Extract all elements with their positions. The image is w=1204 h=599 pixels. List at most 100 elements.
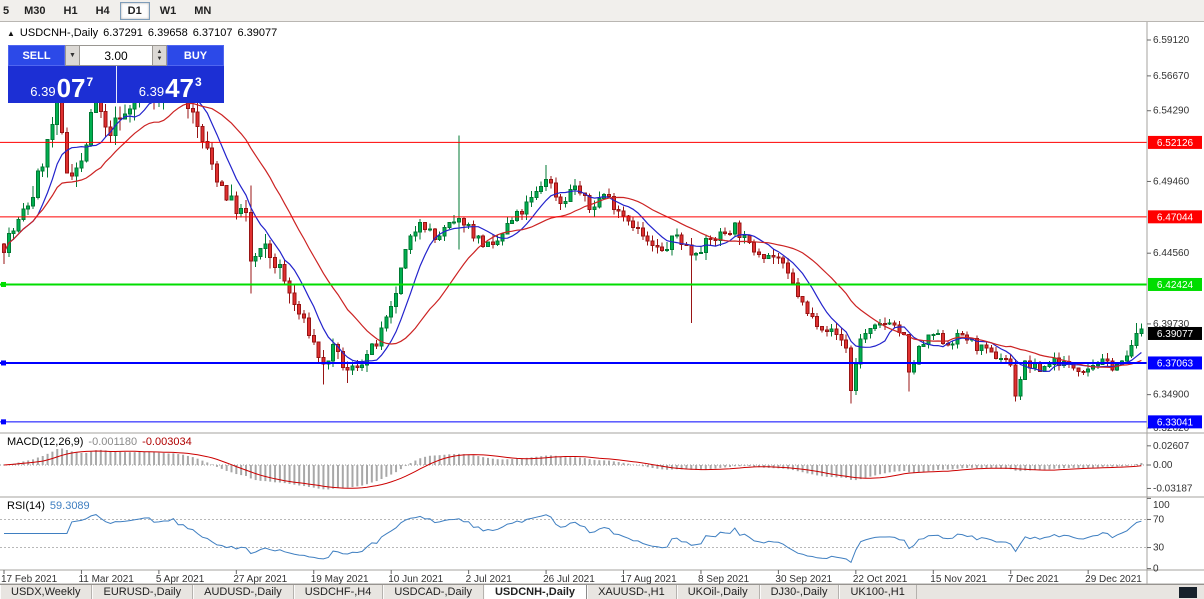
volume-step-up-icon[interactable]: ▲ bbox=[156, 48, 163, 55]
rsi-name: RSI(14) bbox=[7, 500, 45, 512]
svg-text:6.47044: 6.47044 bbox=[1157, 212, 1194, 223]
line-handle[interactable] bbox=[1, 281, 6, 287]
volume-input[interactable]: 3.00 bbox=[80, 45, 152, 66]
volume-stepper[interactable]: ▲ ▼ bbox=[152, 45, 167, 66]
price-badge[interactable]: 6.42424 bbox=[1148, 277, 1202, 291]
rsi-line bbox=[4, 514, 1142, 564]
one-click-trading-panel: SELL ▼ 3.00 ▲ ▼ BUY 6.39 07 7 6.39 47 3 bbox=[8, 45, 224, 103]
macd-signal-value: -0.003034 bbox=[142, 436, 192, 448]
dark-corner-box bbox=[1179, 586, 1197, 598]
svg-text:15 Nov 2021: 15 Nov 2021 bbox=[930, 574, 987, 585]
chart-tab[interactable]: USDX,Weekly bbox=[0, 585, 93, 599]
price-divider bbox=[115, 66, 117, 103]
price-badge[interactable]: 6.39077 bbox=[1148, 326, 1202, 340]
macd-main-value: -0.001180 bbox=[88, 436, 138, 448]
ma-fast-line bbox=[3, 90, 1142, 373]
time-axis: 17 Feb 2021 11 Mar 2021 5 Apr 2021 27 Apr 2… bbox=[1, 570, 1142, 585]
svg-text:19 May 2021: 19 May 2021 bbox=[311, 574, 369, 585]
chart-tab[interactable]: UKOil-,Daily bbox=[677, 585, 760, 599]
svg-text:0.02607: 0.02607 bbox=[1153, 441, 1190, 452]
svg-text:6.59120: 6.59120 bbox=[1153, 35, 1190, 46]
svg-text:6.42424: 6.42424 bbox=[1157, 280, 1194, 291]
svg-text:6.49460: 6.49460 bbox=[1153, 176, 1190, 187]
svg-text:10 Jun 2021: 10 Jun 2021 bbox=[388, 574, 443, 585]
svg-text:22 Oct 2021: 22 Oct 2021 bbox=[853, 574, 908, 585]
buy-button[interactable]: BUY bbox=[167, 45, 224, 66]
chart-close-value: 6.39077 bbox=[237, 27, 278, 39]
macd-name: MACD(12,26,9) bbox=[7, 436, 84, 448]
svg-text:29 Dec 2021: 29 Dec 2021 bbox=[1085, 574, 1142, 585]
svg-text:6.44560: 6.44560 bbox=[1153, 248, 1190, 259]
chart-high-value: 6.39658 bbox=[147, 27, 188, 39]
svg-text:11 Mar 2021: 11 Mar 2021 bbox=[78, 574, 134, 585]
sell-button[interactable]: SELL bbox=[8, 45, 65, 66]
chart-open-value: 6.37291 bbox=[103, 27, 143, 39]
buy-price-big: 47 bbox=[165, 73, 195, 104]
svg-text:30: 30 bbox=[1153, 543, 1165, 554]
chart-tab[interactable]: EURUSD-,Daily bbox=[92, 585, 194, 599]
chart-tab[interactable]: USDCAD-,Daily bbox=[383, 585, 484, 599]
ma-slow-line bbox=[3, 102, 1142, 369]
svg-text:2 Jul 2021: 2 Jul 2021 bbox=[466, 574, 513, 585]
buy-price-pip: 3 bbox=[195, 75, 202, 89]
svg-text:17 Feb 2021: 17 Feb 2021 bbox=[1, 574, 58, 585]
svg-text:26 Jul 2021: 26 Jul 2021 bbox=[543, 574, 595, 585]
chart-tabs-bar: USDX,Weekly EURUSD-,Daily AUDUSD-,Daily USD… bbox=[0, 584, 1204, 599]
chart-ohlc-title: ▲ USDCNH-,Daily 6.37291 6.39658 6.37107 … bbox=[7, 27, 277, 39]
svg-text:6.54290: 6.54290 bbox=[1153, 106, 1190, 117]
chart-symbol-label: USDCNH-,Daily bbox=[19, 27, 99, 39]
svg-text:100: 100 bbox=[1153, 500, 1170, 511]
timeframe-button-h1[interactable]: H1 bbox=[63, 4, 78, 17]
svg-text:8 Sep 2021: 8 Sep 2021 bbox=[698, 574, 750, 585]
macd-label: MACD(12,26,9) -0.001180 -0.003034 bbox=[7, 436, 192, 448]
timeframe-button-mn[interactable]: MN bbox=[194, 4, 212, 17]
svg-text:6.32620: 6.32620 bbox=[1153, 423, 1190, 434]
svg-text:6.34900: 6.34900 bbox=[1153, 390, 1190, 401]
buy-price-display[interactable]: 6.39 47 3 bbox=[117, 66, 225, 103]
macd-histogram bbox=[7, 448, 1143, 490]
volume-dropdown-icon[interactable]: ▼ bbox=[65, 45, 80, 66]
svg-text:27 Apr 2021: 27 Apr 2021 bbox=[233, 574, 287, 585]
svg-text:0: 0 bbox=[1153, 564, 1159, 575]
timeframe-button-m30[interactable]: M30 bbox=[24, 4, 46, 17]
timeframe-button-w1[interactable]: W1 bbox=[159, 4, 177, 17]
svg-text:7 Dec 2021: 7 Dec 2021 bbox=[1008, 574, 1060, 585]
sell-price-pip: 7 bbox=[86, 75, 94, 89]
svg-text:17 Aug 2021: 17 Aug 2021 bbox=[621, 574, 678, 585]
chart-tab[interactable]: AUDUSD-,Daily bbox=[193, 585, 294, 599]
price-badge[interactable]: 6.52126 bbox=[1148, 135, 1202, 149]
rsi-value: 59.3089 bbox=[49, 500, 90, 512]
chart-tab[interactable]: USDCHF-,H4 bbox=[294, 585, 384, 599]
timeframe-button-d1[interactable]: D1 bbox=[119, 1, 150, 20]
svg-text:6.39077: 6.39077 bbox=[1157, 329, 1194, 340]
timeframe-button-h4[interactable]: H4 bbox=[95, 4, 110, 17]
price-axis: 6.59120 6.56670 6.54290 6.49460 6.44560 6.397… bbox=[1147, 35, 1190, 434]
price-badge[interactable]: 6.37063 bbox=[1148, 356, 1202, 370]
trade-panel-toggle-icon[interactable]: ▲ bbox=[7, 28, 15, 38]
chart-tab[interactable]: USDCNH-,Daily bbox=[483, 585, 588, 599]
rsi-label: RSI(14) 59.3089 bbox=[7, 500, 90, 512]
chart-tab[interactable]: XAUUSD-,H1 bbox=[587, 585, 677, 599]
price-badge[interactable]: 6.47044 bbox=[1148, 210, 1202, 224]
timeframe-toolbar: 5 M30 H1 H4 D1 W1 MN bbox=[0, 0, 1204, 22]
chart-tab[interactable]: UK100-,H1 bbox=[839, 585, 917, 599]
price-badge[interactable]: 6.33041 bbox=[1148, 415, 1202, 429]
svg-text:6.56670: 6.56670 bbox=[1153, 71, 1190, 82]
svg-text:-0.03187: -0.03187 bbox=[1153, 483, 1193, 494]
volume-step-down-icon[interactable]: ▼ bbox=[156, 55, 163, 62]
macd-signal-line bbox=[3, 450, 1142, 489]
sell-price-display[interactable]: 6.39 07 7 bbox=[8, 66, 116, 103]
svg-text:70: 70 bbox=[1153, 514, 1165, 525]
buy-price-prefix: 6.39 bbox=[138, 83, 165, 99]
svg-text:0.00: 0.00 bbox=[1153, 460, 1173, 471]
timeframe-button-5[interactable]: 5 bbox=[3, 4, 10, 17]
chart-low-value: 6.37107 bbox=[192, 27, 233, 39]
candles bbox=[2, 54, 1144, 404]
svg-text:30 Sep 2021: 30 Sep 2021 bbox=[775, 574, 832, 585]
chart-tab[interactable]: DJ30-,Daily bbox=[760, 585, 840, 599]
line-handle[interactable] bbox=[1, 419, 6, 425]
svg-text:5 Apr 2021: 5 Apr 2021 bbox=[156, 574, 205, 585]
line-handle[interactable] bbox=[1, 360, 6, 366]
